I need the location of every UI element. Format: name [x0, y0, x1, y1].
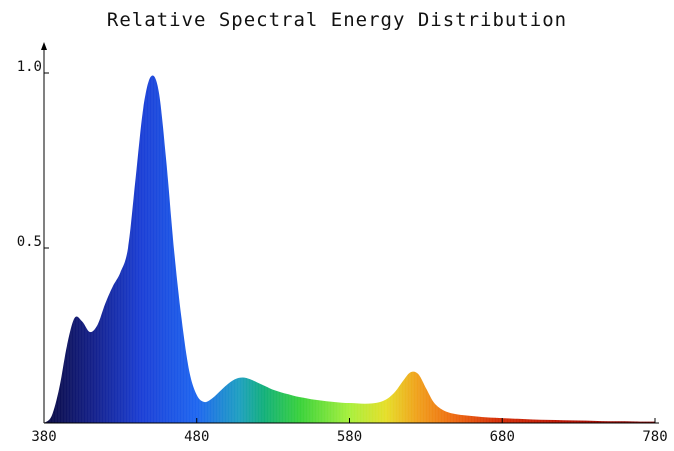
spectrum-area	[44, 75, 655, 423]
x-tick-label: 680	[490, 429, 515, 445]
y-tick-label: 0.5	[17, 234, 42, 250]
y-tick-label: 1.0	[17, 59, 42, 75]
chart-title: Relative Spectral Energy Distribution	[106, 9, 568, 31]
x-tick-label: 480	[184, 429, 209, 445]
y-axis-arrow	[41, 42, 47, 50]
x-tick-label: 780	[642, 429, 667, 445]
x-tick-label: 580	[337, 429, 362, 445]
x-tick-label: 380	[31, 429, 56, 445]
